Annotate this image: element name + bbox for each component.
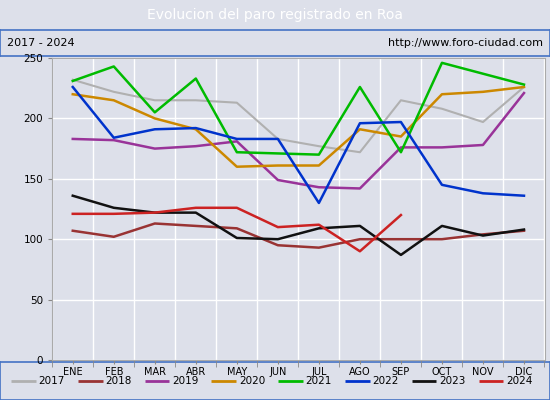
Text: http://www.foro-ciudad.com: http://www.foro-ciudad.com	[388, 38, 543, 48]
Text: 2023: 2023	[439, 376, 466, 386]
Text: Evolucion del paro registrado en Roa: Evolucion del paro registrado en Roa	[147, 8, 403, 22]
Text: 2019: 2019	[172, 376, 199, 386]
Text: 2024: 2024	[506, 376, 532, 386]
Text: 2022: 2022	[372, 376, 399, 386]
Text: 2017 - 2024: 2017 - 2024	[7, 38, 74, 48]
Text: 2018: 2018	[105, 376, 131, 386]
Text: 2017: 2017	[39, 376, 65, 386]
Text: 2021: 2021	[306, 376, 332, 386]
Text: 2020: 2020	[239, 376, 265, 386]
